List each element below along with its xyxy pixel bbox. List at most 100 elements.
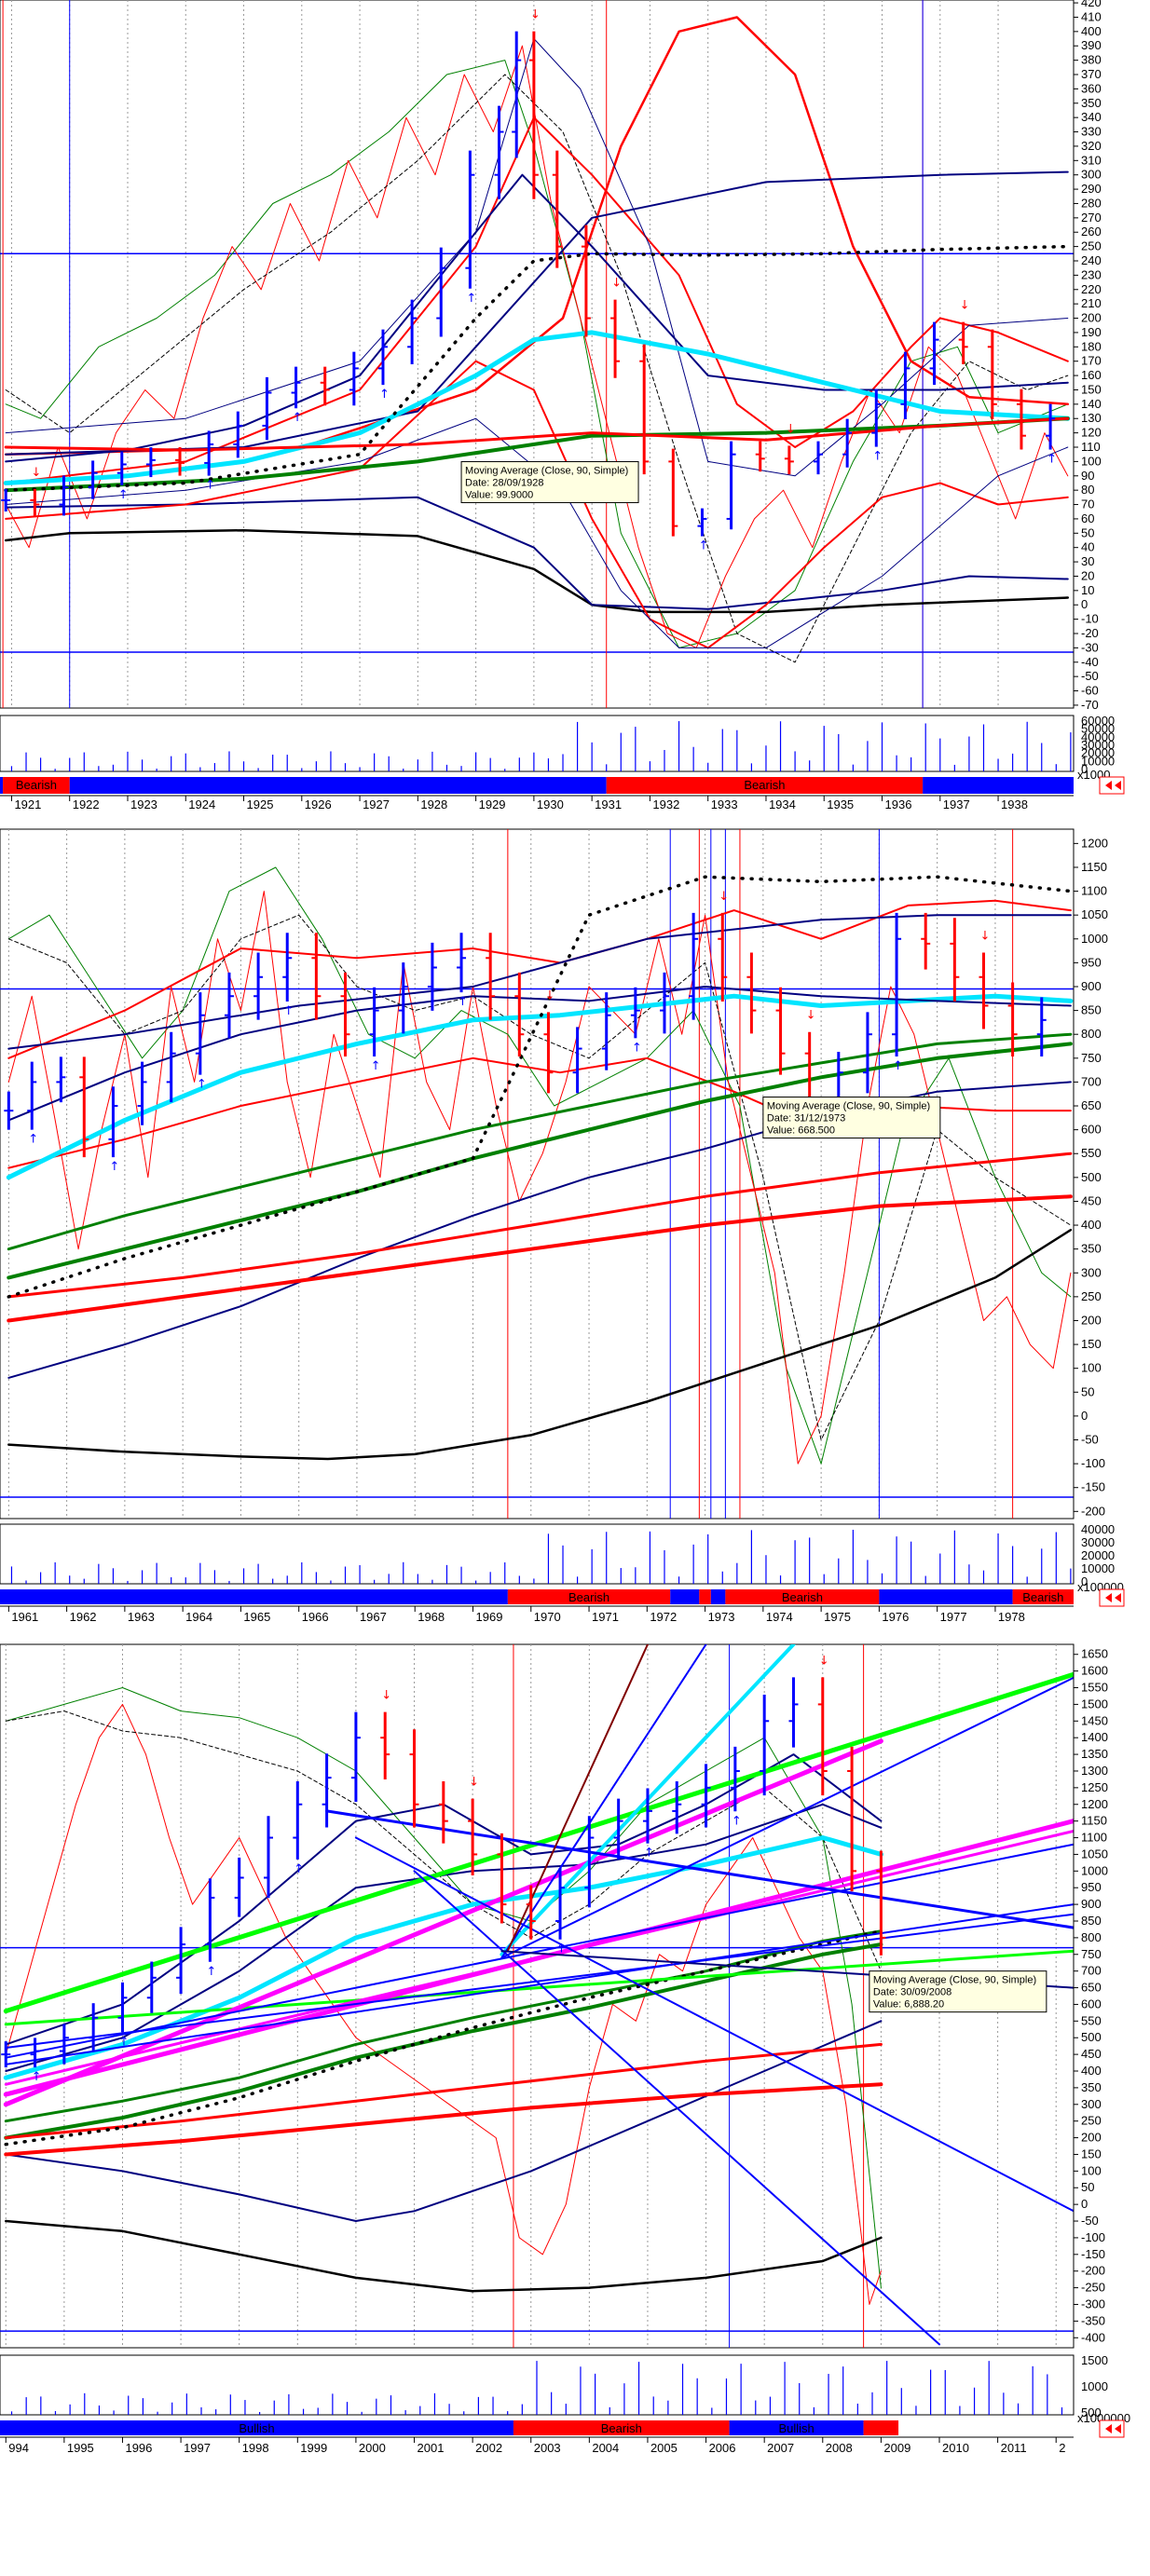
regime-segment-label: Bullish	[778, 2421, 814, 2435]
moving-average-tooltip: Moving Average (Close, 90, Simple)Date: …	[762, 1097, 941, 1139]
buy-arrow-icon: ↑	[1047, 453, 1057, 467]
regime-segment	[725, 1589, 880, 1604]
price-tick-label: 1100	[1081, 1831, 1107, 1845]
sell-arrow-icon: ↓	[544, 988, 554, 1002]
sell-arrow-icon: ↓	[31, 466, 41, 480]
price-tick-label: 200	[1081, 2131, 1102, 2145]
year-label: 1925	[247, 797, 274, 811]
buy-arrow-icon: ↑	[644, 1847, 654, 1860]
buy-arrow-icon: ↑	[206, 1965, 216, 1979]
year-label: 1969	[476, 1610, 503, 1624]
year-label: 1967	[360, 1610, 387, 1624]
long-line	[7, 1228, 1073, 1461]
trend-line	[3, 1671, 1074, 2014]
buy-arrow-icon: ↑	[197, 1078, 207, 1092]
ma-line	[7, 1032, 1073, 1251]
price-tick-label: 50	[1081, 1384, 1094, 1398]
year-axis: 1921 1922 1923 1924 1925 1926 1927 1928 1929 1930…	[0, 795, 1074, 811]
tooltip-line1: Moving Average (Close, 90, Simple)	[767, 1101, 930, 1112]
price-tick-label: 200	[1081, 1313, 1102, 1327]
buy-arrow-icon: ↑	[283, 1004, 294, 1018]
volume-tick-label: 0	[1081, 1574, 1088, 1588]
buy-arrow-icon: ↑	[294, 1862, 304, 1876]
year-label: 1932	[652, 797, 679, 811]
price-tick-label: 800	[1081, 1930, 1102, 1944]
price-tick-label: 360	[1081, 81, 1102, 95]
volume-tick-label: 1500	[1081, 2353, 1108, 2367]
buy-arrow-icon: ↑	[893, 1059, 903, 1073]
price-tick-label: 50	[1081, 2180, 1094, 2194]
price-tick-label: 370	[1081, 67, 1102, 81]
price-tick-label: 140	[1081, 397, 1102, 411]
regime-segment	[699, 1589, 711, 1604]
price-tick-label: 650	[1081, 1098, 1102, 1112]
buy-arrow-icon: ↑	[458, 995, 468, 1009]
buy-arrow-icon: ↑	[205, 479, 215, 493]
band-line	[5, 360, 1069, 649]
chart-scroll-icon[interactable]	[1099, 1588, 1125, 1607]
price-tick-label: -100	[1081, 2230, 1105, 2244]
year-label: 1928	[420, 797, 447, 811]
sell-arrow-icon: ↓	[786, 422, 796, 436]
ma-line	[4, 2042, 883, 2140]
buy-arrow-icon: ↑	[556, 1942, 567, 1956]
volume-tick-label: 1000	[1081, 2379, 1108, 2393]
chart-scroll-icon[interactable]	[1099, 2419, 1125, 2438]
long-line	[5, 2020, 883, 2222]
year-label: 1926	[305, 797, 332, 811]
tooltip-line3: Value: 668.500	[767, 1125, 835, 1137]
year-label: 1929	[479, 797, 506, 811]
series-layer: ↑ ↑ ↑ ↑ ↑ ↑ ↓ ↑ ↓ ↓ ↑ ↓	[4, 866, 1074, 1465]
osc-line	[7, 914, 1072, 1440]
year-label: 1936	[885, 797, 912, 811]
regime-segment	[670, 1589, 700, 1604]
price-tick-label: 150	[1081, 1337, 1102, 1351]
year-label: 994	[8, 2441, 29, 2455]
price-tick-label: 300	[1081, 1265, 1102, 1279]
tooltip-line2: Date: 31/12/1973	[767, 1113, 845, 1124]
sell-arrow-icon: ↓	[819, 1654, 829, 1668]
price-tick-label: -150	[1081, 1480, 1105, 1494]
price-tick-label: 350	[1081, 1242, 1102, 1256]
tooltip-line3: Value: 6,888.20	[873, 1999, 944, 2010]
year-label: 2006	[709, 2441, 736, 2455]
trend-line	[500, 1676, 1074, 1959]
price-tick-label: 240	[1081, 253, 1102, 267]
year-label: 2	[1059, 2441, 1065, 2455]
price-tick-label: -40	[1081, 655, 1099, 669]
price-tick-label: 650	[1081, 1981, 1102, 1995]
trend-line	[413, 1870, 940, 2346]
price-tick-label: 310	[1081, 153, 1102, 167]
buy-arrow-icon: ↑	[118, 488, 129, 502]
price-tick-label: 320	[1081, 139, 1102, 153]
price-tick-label: -60	[1081, 684, 1099, 698]
regime-bar: Bearish Bearish	[0, 777, 1074, 794]
price-tick-label: 60	[1081, 511, 1094, 525]
band-line	[4, 16, 1070, 456]
price-tick-label: -70	[1081, 698, 1099, 712]
price-tick-label: 800	[1081, 1027, 1102, 1041]
chart-scroll-icon[interactable]	[1099, 776, 1125, 795]
price-tick-label: 850	[1081, 1003, 1102, 1017]
year-label: 1931	[595, 797, 622, 811]
year-label: 2000	[359, 2441, 386, 2455]
ma-line	[7, 1152, 1073, 1299]
year-label: 1963	[128, 1610, 155, 1624]
year-label: 1976	[882, 1610, 909, 1624]
price-tick-label: 190	[1081, 325, 1102, 339]
price-tick-label: 420	[1081, 0, 1102, 9]
year-label: 1977	[940, 1610, 967, 1624]
price-tick-label: 950	[1081, 1880, 1102, 1894]
price-tick-label: -100	[1081, 1456, 1105, 1470]
tooltip-line2: Date: 30/09/2008	[873, 1987, 951, 1998]
price-tick-label: 250	[1081, 239, 1102, 253]
price-tick-label: -400	[1081, 2330, 1105, 2344]
year-label: 2005	[650, 2441, 678, 2455]
price-tick-label: 1400	[1081, 1730, 1108, 1744]
price-tick-label: 400	[1081, 2064, 1102, 2078]
price-tick-label: 260	[1081, 225, 1102, 239]
year-label: 1964	[185, 1610, 212, 1624]
price-tick-label: -200	[1081, 1504, 1105, 1518]
regime-segment	[898, 2420, 1074, 2435]
